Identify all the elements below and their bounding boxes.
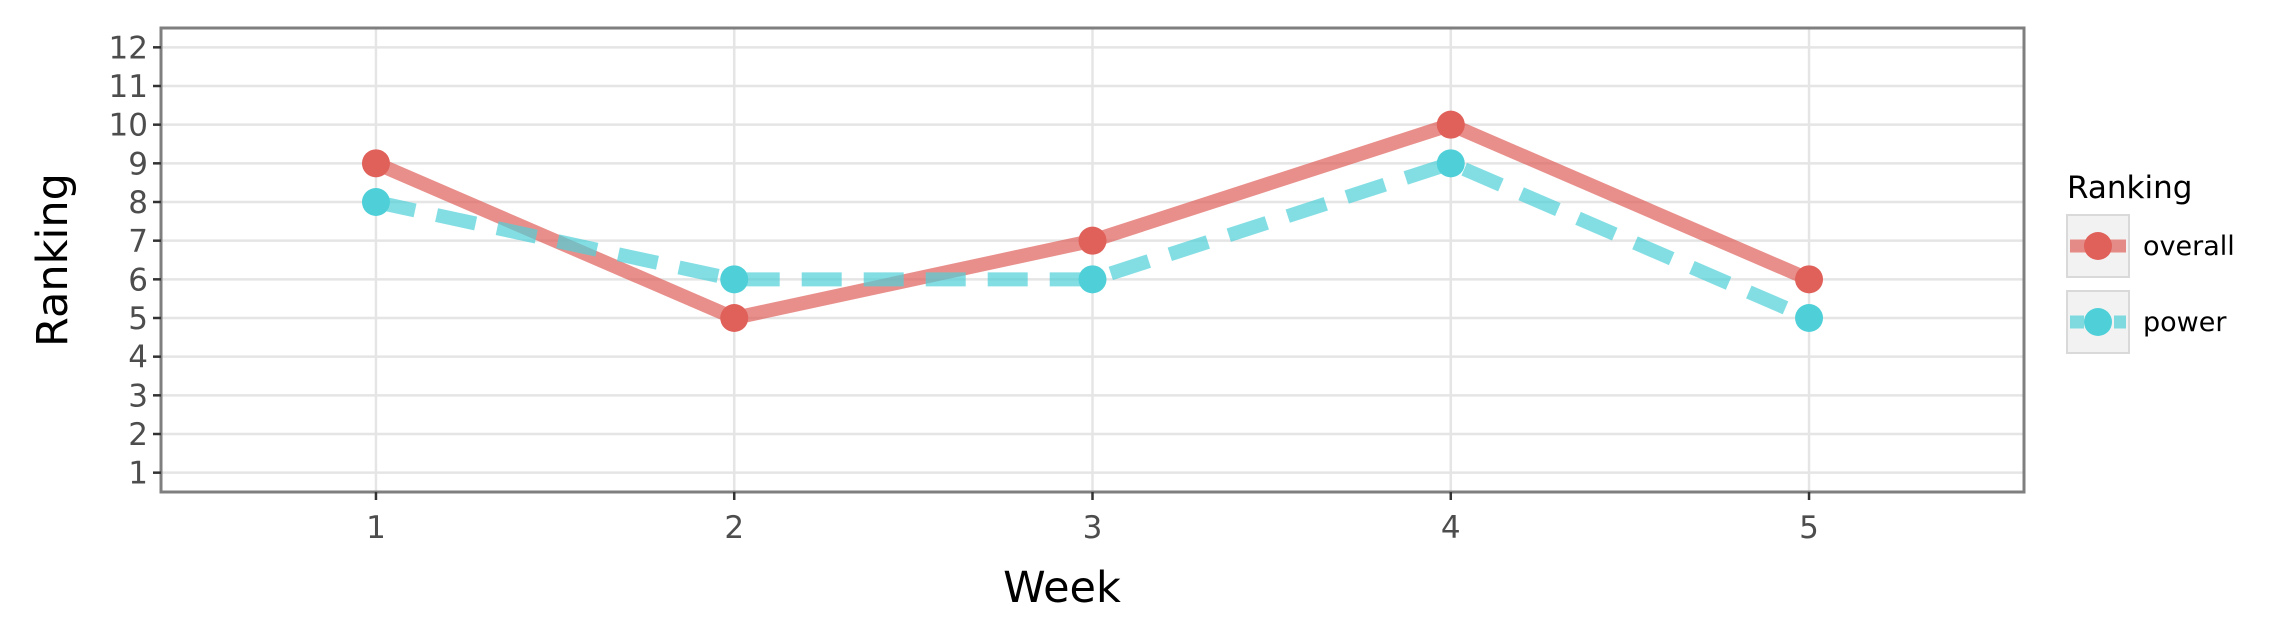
legend-items: overall power (2066, 214, 2235, 354)
y-axis-title: Ranking (28, 173, 78, 347)
legend-item-power: power (2066, 290, 2227, 354)
y-tick-label-1: 1 (128, 456, 148, 492)
legend-key-marker-power (2084, 308, 2112, 336)
series-layer (361, 110, 1824, 332)
legend-key-marker-overall (2084, 232, 2112, 260)
point-power-week-2 (720, 265, 749, 294)
y-tick-label-10: 10 (109, 108, 148, 144)
point-power-week-5 (1795, 304, 1824, 332)
x-tick-label-4: 4 (1441, 510, 1461, 546)
vertical-gridlines (374, 28, 1811, 492)
point-overall-week-1 (361, 149, 390, 178)
y-tick-label-6: 6 (128, 262, 148, 298)
series-overall (361, 110, 1824, 332)
y-tick-label-8: 8 (128, 185, 148, 221)
y-tick-label-2: 2 (128, 417, 148, 453)
y-tick-label-4: 4 (128, 340, 148, 376)
y-tick-label-9: 9 (128, 146, 148, 182)
x-axis-ticks: 1 2 3 4 5 (366, 492, 1819, 546)
legend-label-power: power (2143, 307, 2227, 338)
y-tick-label-7: 7 (128, 224, 148, 260)
legend: Ranking overall power (2066, 170, 2235, 354)
y-tick-label-5: 5 (128, 301, 148, 337)
x-axis-title: Week (1003, 563, 1121, 613)
point-overall-week-2 (720, 304, 749, 332)
point-power-week-1 (361, 188, 390, 216)
y-tick-label-11: 11 (109, 69, 148, 105)
series-power (361, 149, 1824, 332)
legend-title: Ranking (2067, 170, 2192, 206)
x-tick-label-3: 3 (1083, 510, 1103, 546)
y-tick-label-3: 3 (128, 378, 148, 414)
y-tick-label-12: 12 (109, 30, 148, 66)
x-tick-label-1: 1 (366, 510, 386, 546)
legend-item-overall: overall (2066, 214, 2235, 278)
point-overall-week-3 (1078, 226, 1107, 255)
point-power-week-4 (1436, 149, 1465, 178)
x-tick-label-5: 5 (1799, 510, 1819, 546)
point-overall-week-5 (1795, 265, 1824, 294)
legend-label-overall: overall (2143, 231, 2235, 262)
point-power-week-3 (1078, 265, 1107, 294)
x-tick-label-2: 2 (724, 510, 744, 546)
point-overall-week-4 (1436, 110, 1465, 139)
